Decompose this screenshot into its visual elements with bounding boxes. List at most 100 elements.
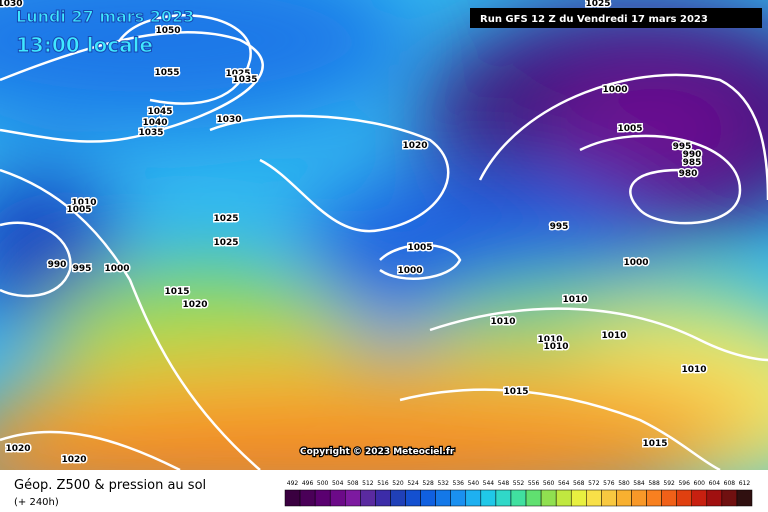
isobar-label: 1025: [585, 0, 610, 9]
isobar-label: 1010: [601, 331, 626, 341]
isobar-label: 1005: [407, 243, 432, 253]
date-label: Lundi 27 mars 2023: [16, 7, 194, 26]
legend-tick: 556: [528, 480, 540, 487]
legend-swatch: [480, 489, 497, 507]
legend-swatch: [555, 489, 572, 507]
legend-swatch: [570, 489, 587, 507]
isobar-label: 1025: [213, 214, 238, 224]
isobar-label: 1025: [225, 69, 250, 79]
isobar-label: 1030: [0, 0, 23, 9]
isobar-label: 1020: [61, 455, 86, 465]
legend-tick: 604: [709, 480, 721, 487]
isobar-label: 1050: [155, 26, 180, 36]
legend-tick: 608: [724, 480, 736, 487]
legend-swatch: [691, 489, 708, 507]
isobar-label: 990: [683, 150, 702, 160]
isobar-label: 1045: [147, 107, 172, 117]
isobar-label: 1055: [154, 68, 179, 78]
legend-swatch: [435, 489, 451, 507]
legend-swatch: [495, 489, 512, 507]
legend-swatch: [736, 489, 753, 507]
isobar-label: 1005: [66, 205, 91, 215]
isobar-label: 1030: [216, 115, 241, 125]
isobar-label: 1005: [617, 124, 642, 134]
legend-tick: 564: [558, 480, 570, 487]
time-label: 13:00 locale: [16, 33, 153, 57]
legend-tick: 544: [483, 480, 495, 487]
legend-tick: 548: [498, 480, 510, 487]
legend-swatch: [420, 489, 436, 507]
legend-tick: 572: [588, 480, 600, 487]
legend-swatch: [631, 489, 647, 507]
footer-lead: (+ 240h): [14, 497, 59, 508]
isobar-label: 1010: [537, 335, 562, 345]
run-banner: [470, 8, 762, 28]
legend-tick: 596: [678, 480, 690, 487]
isobar-label: 1040: [142, 118, 167, 128]
legend-tick: 568: [573, 480, 585, 487]
isobar-label: 1000: [623, 258, 648, 268]
legend-tick: 516: [377, 480, 389, 487]
legend-tick: 584: [633, 480, 645, 487]
legend-swatch: [405, 489, 421, 507]
legend-swatch: [360, 489, 376, 507]
legend-swatch: [299, 489, 316, 507]
legend-swatch: [616, 489, 632, 507]
legend-swatch: [510, 489, 527, 507]
legend-tick: 512: [362, 480, 374, 487]
isobar-label: 980: [679, 169, 698, 179]
run-label: Run GFS 12 Z du Vendredi 17 mars 2023: [480, 14, 708, 25]
legend-tick: 528: [422, 480, 434, 487]
isobar-label: 995: [673, 142, 692, 152]
isobar-label: 995: [73, 264, 92, 274]
legend-swatch: [721, 489, 738, 507]
color-legend: 492 496 500 504 508 512 516 520 524 528 532 536 540 5…: [284, 480, 753, 507]
legend-tick: 500: [317, 480, 329, 487]
legend-swatch: [586, 489, 602, 507]
isobar-label: 1035: [138, 128, 163, 138]
isobar-label: 1000: [602, 85, 627, 95]
legend-swatch: [390, 489, 406, 507]
isobar-label: 1000: [397, 266, 422, 276]
legend-tick: 520: [392, 480, 404, 487]
legend-tick: 588: [648, 480, 660, 487]
legend-tick: 504: [332, 480, 344, 487]
isobar-label: 995: [550, 222, 569, 232]
legend-swatch: [676, 489, 692, 507]
legend-swatch: [601, 489, 617, 507]
isobar-label: 1010: [71, 198, 96, 208]
isobar-label: 1020: [182, 300, 207, 310]
legend-tick: 524: [407, 480, 419, 487]
isobars: [0, 14, 768, 470]
legend-swatch: [329, 489, 346, 507]
legend-tick: 508: [347, 480, 359, 487]
legend-swatch: [646, 489, 662, 507]
footer-title: Géop. Z500 & pression au sol: [14, 478, 206, 493]
isobar-label: 1035: [232, 75, 257, 85]
isobar-label: 1000: [104, 264, 129, 274]
legend-tick: 580: [618, 480, 630, 487]
copyright: Copyright © 2023 Meteociel.fr: [300, 447, 455, 457]
legend-tick: 592: [663, 480, 675, 487]
legend-swatch: [465, 489, 482, 507]
legend-tick: 576: [603, 480, 615, 487]
isobar-label: 1010: [543, 342, 568, 352]
legend-tick: 492: [287, 480, 299, 487]
legend-swatch: [540, 489, 557, 507]
legend-tick: 612: [739, 480, 751, 487]
legend-swatch: [706, 489, 723, 507]
legend-swatch: [661, 489, 677, 507]
isobar-label: 1025: [213, 238, 238, 248]
legend-swatch: [450, 489, 467, 507]
isobar-label: 1010: [562, 295, 587, 305]
isobar-label: 1015: [164, 287, 189, 297]
isobar-label: 1020: [402, 141, 427, 151]
legend-swatch: [345, 489, 361, 507]
isobar-label: 1015: [503, 387, 528, 397]
isobar-label: 1020: [5, 444, 30, 454]
legend-tick: 536: [453, 480, 465, 487]
legend-tick: 560: [543, 480, 555, 487]
